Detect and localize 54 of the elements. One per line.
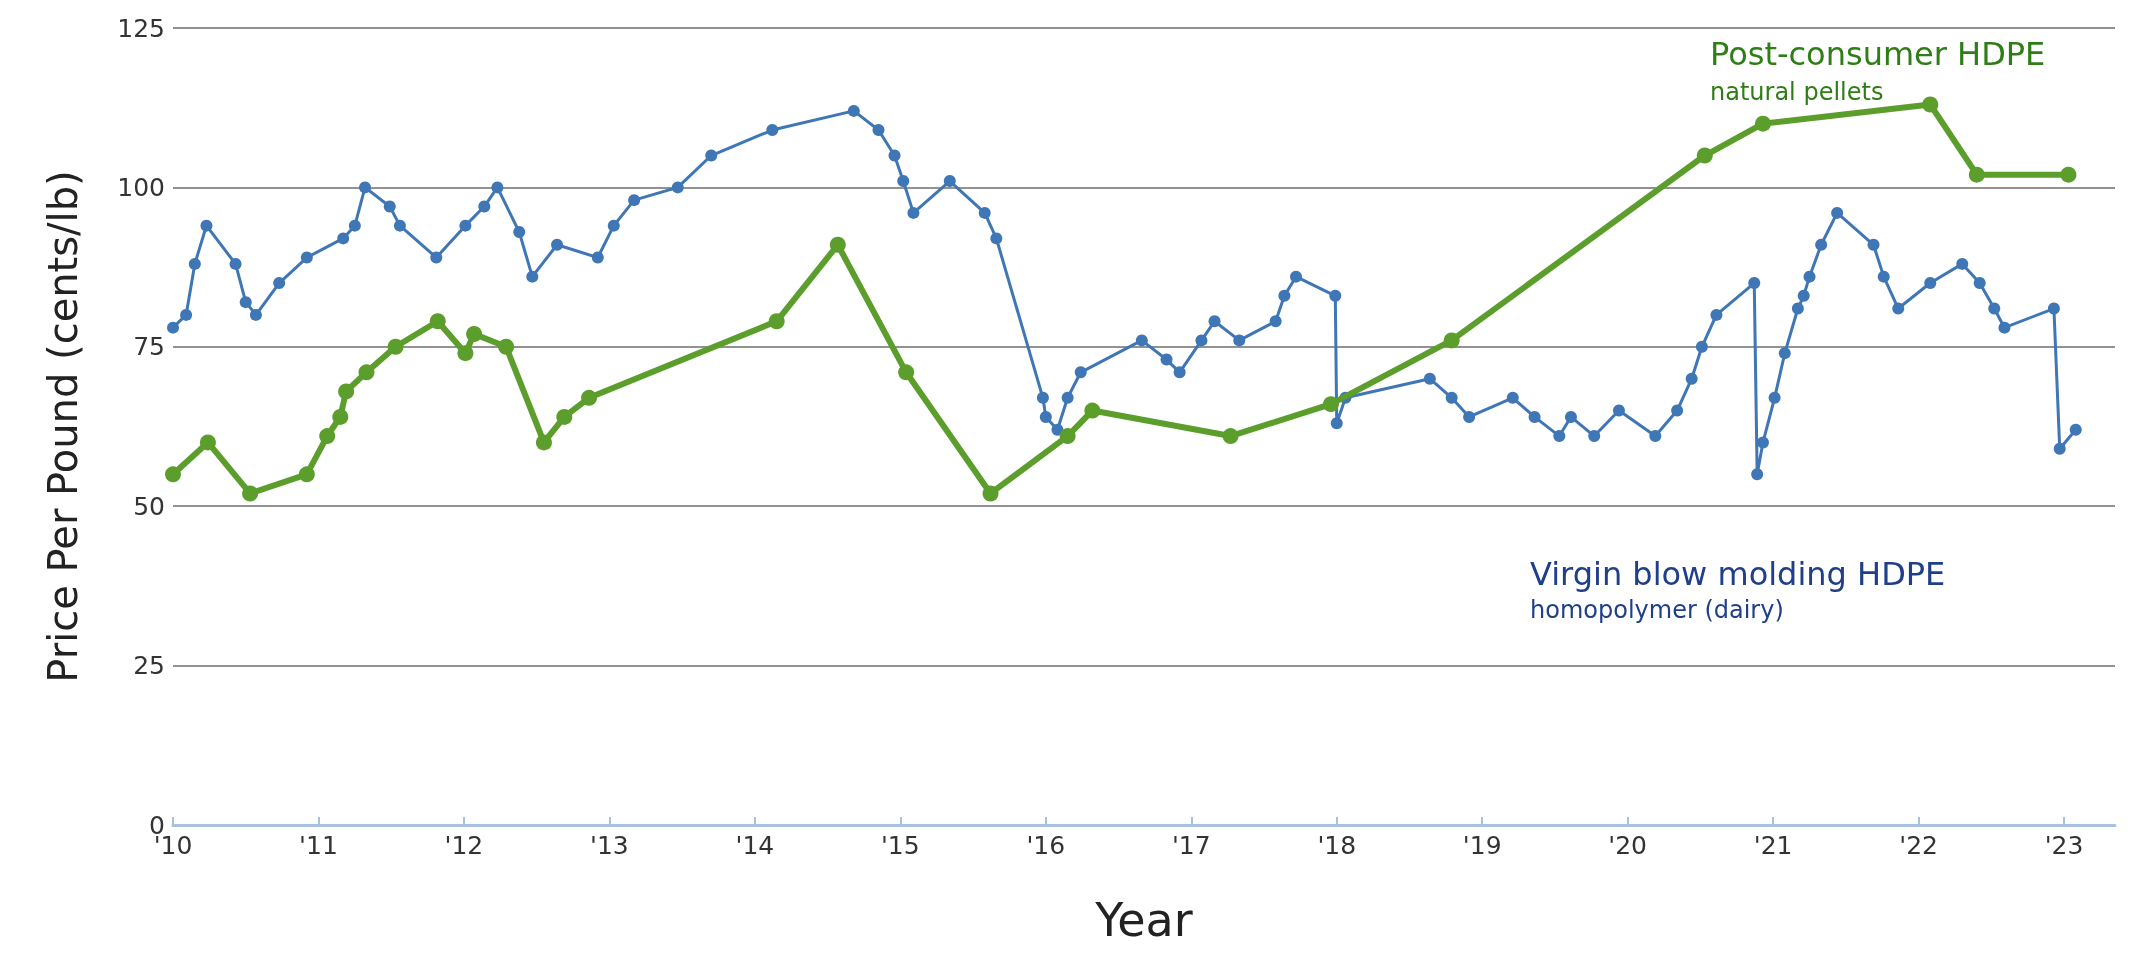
- x-tick-label: '19: [1462, 831, 1502, 860]
- x-tick-label: '17: [1171, 831, 1211, 860]
- point: [829, 236, 846, 253]
- point: [982, 485, 999, 502]
- point: [457, 345, 474, 362]
- point: [1084, 402, 1101, 419]
- annotation: homopolymer (dairy): [1530, 596, 1784, 624]
- point: [1696, 147, 1713, 164]
- point: [1754, 115, 1771, 132]
- point: [298, 466, 315, 483]
- y-tick-label: 75: [133, 332, 165, 362]
- x-tick-label: '16: [1026, 831, 1066, 860]
- x-tick-label: '12: [444, 831, 484, 860]
- x-axis-title: Year: [1094, 893, 1193, 947]
- point: [242, 485, 259, 502]
- point: [1059, 428, 1076, 445]
- point: [319, 428, 336, 445]
- point: [338, 383, 355, 400]
- point: [332, 408, 349, 425]
- x-tick-label: '22: [1899, 831, 1938, 860]
- point: [768, 313, 785, 330]
- x-tick-label: '21: [1753, 831, 1793, 860]
- point: [387, 338, 404, 355]
- point: [165, 466, 181, 483]
- y-axis-title: Price Per Pound (cents/lb): [40, 170, 86, 683]
- y-tick-label: 100: [117, 172, 165, 202]
- point: [429, 313, 446, 330]
- point: [199, 434, 216, 451]
- point: [535, 434, 552, 451]
- y-tick-label: 50: [133, 491, 165, 521]
- point: [1922, 96, 1939, 113]
- point: [358, 364, 375, 381]
- x-tick-label: '14: [735, 831, 775, 860]
- x-tick-label: '13: [590, 831, 629, 860]
- x-tick-label: '15: [881, 831, 920, 860]
- point: [581, 389, 598, 406]
- x-tick-label: '11: [299, 831, 338, 860]
- series-label: Post-consumer HDPE: [1710, 35, 2046, 73]
- point: [498, 338, 515, 355]
- y-tick-label: 25: [133, 651, 165, 681]
- y-tick-label: 125: [117, 13, 165, 43]
- x-tick-label: '20: [1608, 831, 1648, 860]
- point: [556, 408, 573, 425]
- point: [1443, 332, 1460, 349]
- annotation: natural pellets: [1710, 78, 1884, 106]
- x-tick-label: '18: [1317, 831, 1357, 860]
- point: [1222, 428, 1239, 445]
- point: [1322, 396, 1339, 413]
- point: [2060, 166, 2077, 183]
- point: [898, 364, 915, 381]
- point: [466, 326, 483, 343]
- text: Virgin blow molding HDPE: [1530, 555, 1946, 593]
- point: [1968, 166, 1985, 183]
- x-tick-label: '23: [2044, 831, 2084, 860]
